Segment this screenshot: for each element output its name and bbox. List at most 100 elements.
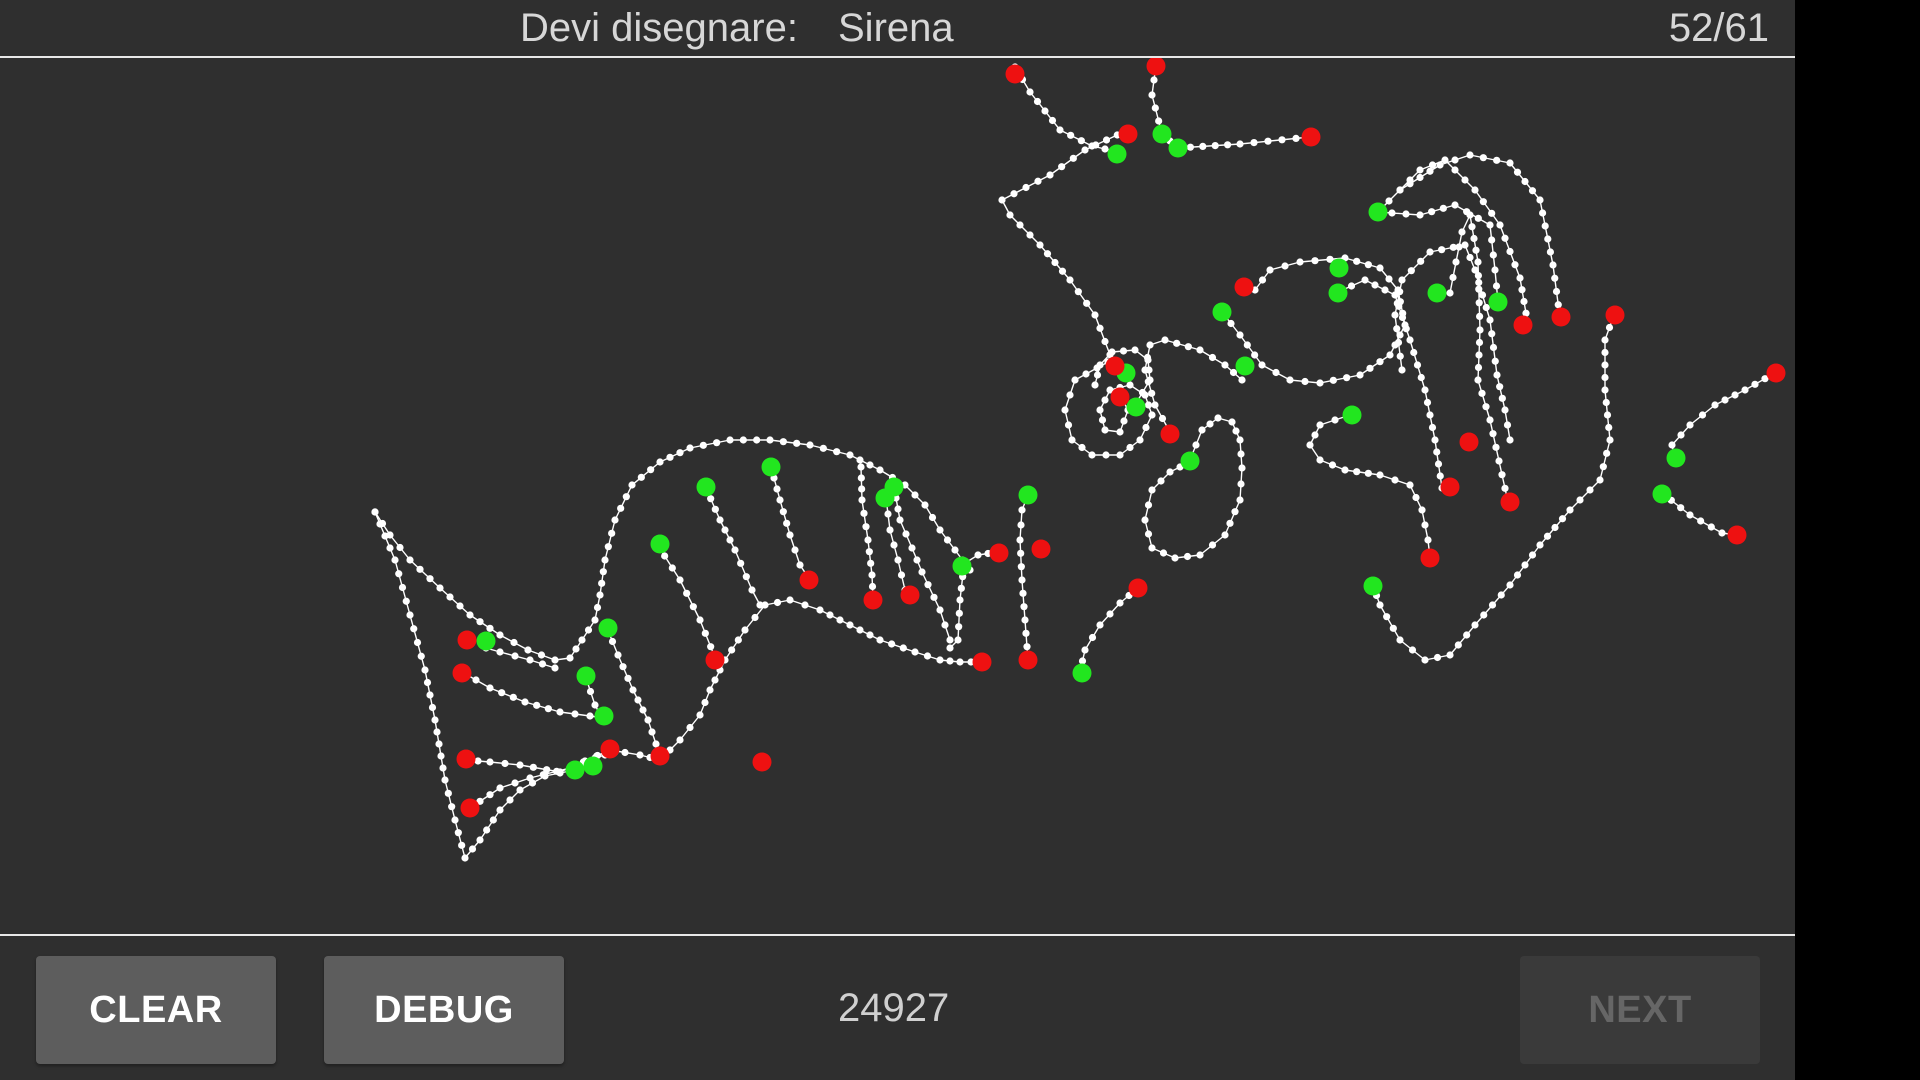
sketch-point <box>1492 443 1500 451</box>
sketch-point <box>1381 286 1389 294</box>
sketch-point <box>726 436 734 444</box>
sketch-point <box>1088 633 1097 642</box>
sketch-point <box>1144 401 1153 409</box>
sketch-point <box>572 645 580 653</box>
sketch-point <box>930 593 938 601</box>
sketch-point <box>1236 436 1244 444</box>
sketch-point <box>1506 581 1514 589</box>
sketch-point <box>1472 246 1480 254</box>
sketch-point <box>876 636 884 644</box>
sketch-point <box>1331 416 1339 424</box>
sketch-point <box>1605 423 1613 432</box>
sketch-point <box>1446 651 1454 659</box>
sketch-point <box>622 493 630 501</box>
sketch-point <box>1192 441 1200 449</box>
stroke-start-point <box>1180 451 1200 471</box>
sketch-point <box>1102 451 1110 459</box>
sketch-point <box>998 196 1006 204</box>
sketch-point <box>1498 471 1506 479</box>
sketch-point <box>524 646 532 654</box>
sketch-point <box>1475 285 1483 293</box>
sketch-point <box>466 611 474 619</box>
sketch-point <box>1436 472 1444 480</box>
sketch-point <box>1482 403 1490 411</box>
clear-button[interactable]: CLEAR <box>36 956 276 1064</box>
sketch-point <box>1150 76 1158 84</box>
stroke-start-point <box>1329 258 1349 278</box>
sketch-stroke <box>1144 339 1243 433</box>
sketch-point <box>955 609 963 617</box>
sketch-point <box>779 438 787 446</box>
sketch-point <box>1586 486 1594 494</box>
sketch-point <box>1266 266 1274 274</box>
stroke-start-point <box>884 477 904 497</box>
sketch-point <box>1396 636 1404 644</box>
sketch-point <box>1018 506 1026 514</box>
sketch-point <box>1528 551 1537 559</box>
sketch-point <box>1410 348 1418 357</box>
sketch-point <box>624 674 632 682</box>
sketch-point <box>566 654 574 662</box>
sketch-point <box>890 541 898 549</box>
sketch-point <box>396 543 404 552</box>
sketch-point <box>489 816 497 824</box>
sketch-point <box>728 646 736 654</box>
sketch-point <box>899 644 907 652</box>
sketch-point <box>1498 394 1506 402</box>
sketch-point <box>1198 426 1206 434</box>
sketch-point <box>1433 448 1441 456</box>
sketch-point <box>1184 343 1192 351</box>
sketch-point <box>391 556 399 564</box>
stroke-end-point <box>457 630 477 650</box>
sketch-point <box>428 703 437 712</box>
sketch-point <box>796 561 804 569</box>
sketch-point <box>884 510 892 518</box>
drawing-canvas[interactable] <box>0 58 1795 934</box>
sketch-point <box>1227 319 1235 328</box>
sketch-point <box>1341 466 1349 474</box>
sketch-point <box>1396 352 1404 360</box>
sketch-point <box>1452 258 1460 266</box>
sketch-point <box>1731 391 1739 399</box>
sketch-point <box>1391 311 1399 319</box>
sketch-point <box>731 546 739 554</box>
stroke-start-point <box>1427 283 1447 303</box>
sketch-point <box>911 491 919 499</box>
sketch-point <box>413 638 422 647</box>
sketch-point <box>1402 325 1410 333</box>
next-button[interactable]: NEXT <box>1520 956 1760 1064</box>
sketch-point <box>1096 621 1104 629</box>
sketch-point <box>1426 248 1434 256</box>
stroke-end-point <box>1005 64 1025 84</box>
sketch-stroke <box>1079 587 1139 673</box>
sketch-stroke <box>949 564 965 649</box>
sketch-point <box>676 736 684 744</box>
sketch-point <box>1393 299 1401 307</box>
sketch-point <box>864 536 872 544</box>
sketch-point <box>1417 373 1425 382</box>
sketch-point <box>816 606 824 614</box>
sketch-point <box>862 523 870 531</box>
sketch-point <box>1376 358 1384 366</box>
sketch-point <box>486 624 494 632</box>
sketch-point <box>1017 563 1025 571</box>
stroke-end-point <box>863 590 883 610</box>
sketch-point <box>509 693 517 701</box>
sketch-point <box>954 636 962 644</box>
sketch-point <box>1311 257 1319 265</box>
sketch-point <box>661 552 669 560</box>
sketch-point <box>833 448 841 456</box>
stroke-end-point <box>752 752 772 772</box>
stroke-end-point <box>1420 548 1440 568</box>
sketch-point <box>1281 262 1289 270</box>
sketch-point <box>902 530 910 538</box>
sketch-point <box>1506 247 1514 256</box>
sketch-point <box>1521 561 1529 569</box>
sketch-point <box>1496 221 1504 229</box>
debug-button[interactable]: DEBUG <box>324 956 564 1064</box>
sketch-point <box>801 601 809 609</box>
footer-bar: CLEAR DEBUG 24927 NEXT <box>0 934 1795 1080</box>
stroke-end-point <box>1727 525 1747 545</box>
header-bar: Devi disegnare: Sirena 52/61 <box>0 0 1795 58</box>
progress-counter: 52/61 <box>1668 6 1769 50</box>
